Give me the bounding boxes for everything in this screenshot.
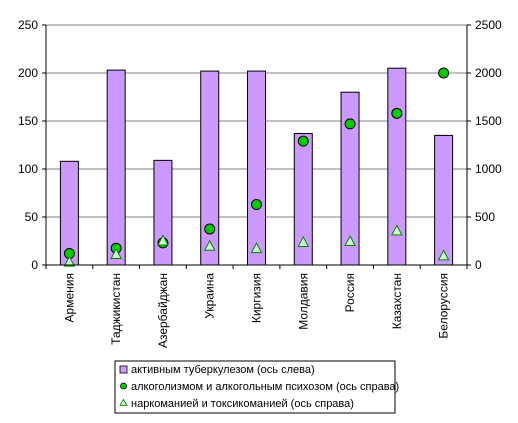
triangle-point [297,235,310,247]
triangle-point [344,234,356,246]
bar [434,134,454,266]
legend-bar-swatch [119,365,128,374]
legend-label-bars: активным туберкулезом (ось слева) [131,364,315,376]
bar [247,70,266,266]
bar [106,69,126,266]
legend-box [114,360,396,414]
left-tick-label: 50 [25,210,39,224]
triangle-point [203,239,216,251]
left-axis: 0 50 100 150 200 250 [18,18,47,272]
category-label: Россия [343,273,357,312]
circle-point [344,118,356,130]
bar [387,67,407,266]
category-label: Армения [62,273,76,322]
legend-triangle-swatch [119,398,128,406]
triangle-series [63,224,450,267]
bar [153,159,173,266]
legend: активным туберкулезом (ось слева) алкого… [114,360,399,414]
bar-series [59,67,454,266]
left-tick-label: 0 [31,258,38,272]
category-label: Казахстан [390,273,404,329]
triangle-point [250,242,263,254]
right-tick-label: 1000 [475,162,502,176]
category-label: Молдавия [296,273,310,330]
triangle-point [157,234,169,246]
triangle-point [391,224,403,236]
circle-point [391,107,403,119]
left-tick-label: 100 [18,162,38,176]
category-label: Азербайджан [156,273,170,348]
category-axis: Армения Таджикистан Азербайджан Украина Кирг… [45,264,468,348]
triangle-point [437,249,450,261]
right-tick-label: 1500 [475,114,502,128]
left-tick-label: 200 [18,66,38,80]
category-label: Белоруссия [437,273,451,339]
legend-circle-swatch [120,382,127,390]
right-tick-label: 0 [475,258,482,272]
right-axis: 0 500 1000 1500 2000 2500 [466,18,502,272]
bar [200,70,220,266]
circle-point [251,199,262,211]
category-label: Киргизия [250,273,264,323]
category-label: Таджикистан [109,273,123,345]
triangle-point [110,247,122,259]
right-tick-label: 2500 [475,18,502,32]
circle-point [438,67,450,79]
category-label: Украина [203,273,217,319]
circle-point [297,135,309,147]
left-tick-label: 150 [18,114,38,128]
left-tick-label: 250 [18,18,38,32]
right-tick-label: 2000 [475,66,502,80]
triangle-point [63,255,76,267]
right-tick-label: 500 [475,210,495,224]
legend-label-circles: алкоголизмом и алкогольным психозом (ось… [131,381,399,393]
legend-label-triangles: наркоманией и токсикоманией (ось справа) [131,398,354,410]
circle-point [204,223,216,235]
